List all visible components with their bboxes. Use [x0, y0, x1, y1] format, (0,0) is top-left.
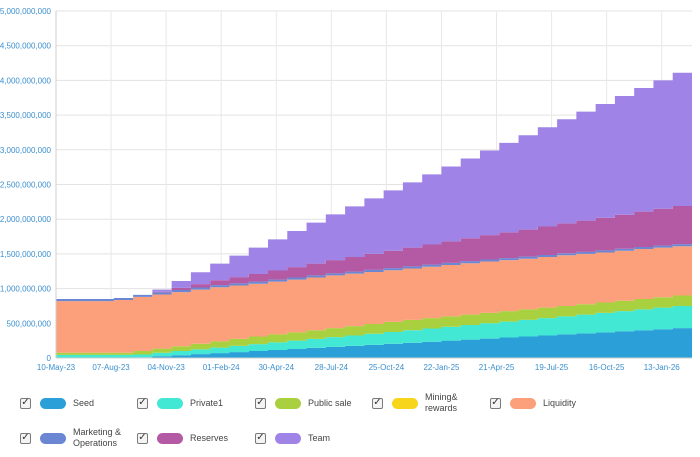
legend-label-liquidity: Liquidity [543, 397, 577, 408]
checkbox-icon[interactable]: ✓ [255, 432, 266, 444]
legend-item-private1[interactable]: ✓ Private1 [137, 388, 223, 418]
x-tick-label: 30-Apr-24 [258, 363, 294, 372]
area-seed [56, 327, 692, 358]
y-tick-label: 500,000,000 [7, 319, 52, 328]
legend-label-marketing-operations: Marketing & Operations [73, 427, 122, 448]
y-tick-label: 1,500,000,000 [0, 250, 52, 259]
checkbox-icon[interactable]: ✓ [372, 397, 383, 409]
x-tick-label: 07-Aug-23 [92, 363, 130, 372]
x-tick-label: 22-Jan-25 [423, 363, 460, 372]
y-tick-label: 4,000,000,000 [0, 76, 52, 85]
y-tick-label: 1,000,000,000 [0, 285, 52, 294]
x-tick-label: 19-Jul-25 [535, 363, 569, 372]
x-tick-label: 21-Apr-25 [479, 363, 515, 372]
legend-label-private1: Private1 [190, 397, 224, 408]
y-tick-label: 2,000,000,000 [0, 215, 52, 224]
legend-item-mining-rewards[interactable]: ✓ Mining& rewards [372, 388, 458, 418]
y-tick-label: 4,500,000,000 [0, 42, 52, 51]
legend: ✓ Seed ✓ Private1 ✓ Public sale ✓ Mining… [0, 388, 700, 457]
legend-swatch-public-sale [275, 397, 301, 409]
x-tick-label: 16-Oct-25 [589, 363, 625, 372]
legend-swatch-marketing-operations [40, 432, 66, 444]
y-tick-label: 3,000,000,000 [0, 146, 52, 155]
y-tick-label: 3,500,000,000 [0, 111, 52, 120]
y-tick-label: 2,500,000,000 [0, 181, 52, 190]
x-tick-label: 25-Oct-24 [369, 363, 405, 372]
area-reserves [56, 201, 692, 300]
legend-swatch-liquidity [510, 397, 536, 409]
checkbox-icon[interactable]: ✓ [137, 397, 148, 409]
legend-item-liquidity[interactable]: ✓ Liquidity [490, 388, 576, 418]
legend-label-team: Team [308, 432, 331, 443]
y-tick-label: 5,000,000,000 [0, 7, 52, 16]
legend-item-public-sale[interactable]: ✓ Public sale [255, 388, 352, 418]
legend-item-team[interactable]: ✓ Team [255, 423, 330, 453]
area-private1 [56, 304, 692, 358]
x-tick-label: 01-Feb-24 [203, 363, 240, 372]
legend-swatch-team [275, 432, 301, 444]
area-team [56, 63, 692, 300]
x-tick-label: 13-Jan-26 [644, 363, 681, 372]
legend-item-marketing-operations[interactable]: ✓ Marketing & Operations [20, 423, 121, 453]
legend-label-seed: Seed [73, 397, 95, 408]
area-liquidity [56, 244, 692, 353]
area-public-sale [56, 293, 692, 355]
checkbox-icon[interactable]: ✓ [20, 397, 31, 409]
legend-label-reserves: Reserves [190, 432, 229, 443]
checkbox-icon[interactable]: ✓ [490, 397, 501, 409]
legend-swatch-mining-rewards [392, 397, 418, 409]
legend-label-mining-rewards: Mining& rewards [425, 392, 458, 413]
stacked-area-chart: 0 500,000,000 1,000,000,000 1,500,000,000 2,… [0, 7, 692, 372]
area-marketing-operations [56, 242, 692, 302]
legend-item-seed[interactable]: ✓ Seed [20, 388, 94, 418]
checkbox-icon[interactable]: ✓ [137, 432, 148, 444]
checkbox-icon[interactable]: ✓ [255, 397, 266, 409]
x-tick-label: 28-Jul-24 [315, 363, 349, 372]
x-tick-label: 04-Nov-23 [147, 363, 185, 372]
legend-swatch-reserves [157, 432, 183, 444]
legend-label-public-sale: Public sale [308, 397, 352, 408]
legend-swatch-private1 [157, 397, 183, 409]
legend-swatch-seed [40, 397, 66, 409]
checkbox-icon[interactable]: ✓ [20, 432, 31, 444]
x-tick-label: 10-May-23 [37, 363, 76, 372]
legend-item-reserves[interactable]: ✓ Reserves [137, 423, 228, 453]
y-tick-label: 0 [47, 354, 52, 363]
